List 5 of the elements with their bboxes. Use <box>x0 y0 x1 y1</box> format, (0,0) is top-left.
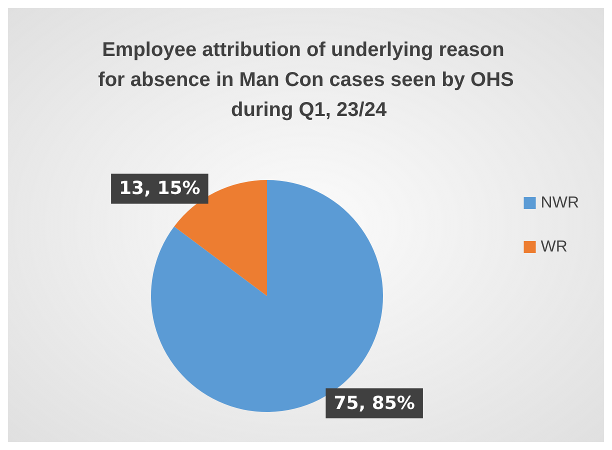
data-label: 13, 15% <box>119 178 200 200</box>
data-label: 75, 85% <box>334 392 415 414</box>
legend-label: WR <box>540 238 568 256</box>
legend-label: NWR <box>540 194 580 212</box>
chart-title: Employee attribution of underlying reason for absence in Man Con cases seen by OHS during Q1, 23/24 <box>98 39 514 121</box>
